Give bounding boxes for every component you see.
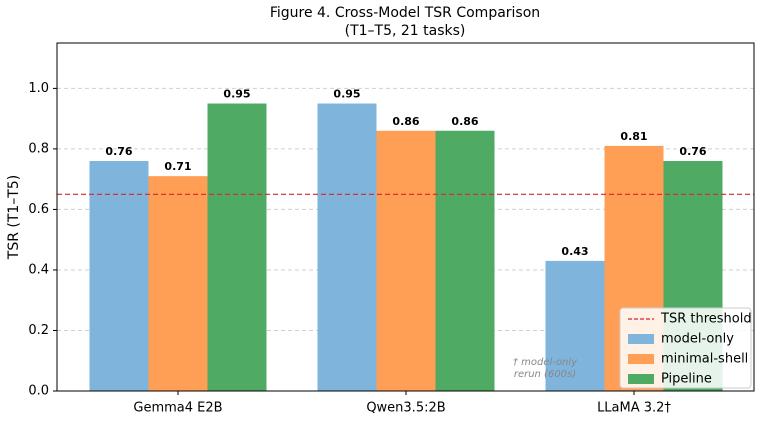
data-label: 0.86 (392, 115, 419, 128)
data-label: 0.71 (164, 160, 191, 173)
legend-swatch (628, 374, 654, 384)
x-tick-label: Gemma4 E2B (133, 401, 222, 416)
x-tick-label: LLaMA 3.2† (597, 401, 671, 416)
legend-label: TSR threshold (660, 312, 752, 327)
data-label: 0.81 (620, 130, 647, 143)
data-label: 0.43 (561, 245, 588, 258)
data-label: 0.76 (105, 145, 132, 158)
bar (207, 103, 267, 392)
x-tick-label: Qwen3.5:2B (366, 401, 445, 416)
y-tick-label: 0.0 (28, 384, 49, 399)
bar (435, 130, 495, 391)
y-axis-label: TSR (T1–T5) (6, 175, 22, 260)
bar (545, 260, 605, 391)
y-tick-label: 0.8 (28, 141, 49, 156)
bar (376, 130, 436, 391)
annotation: rerun (600s) (514, 369, 576, 380)
bar (317, 103, 377, 392)
bar (89, 161, 149, 391)
annotation: † model-only (513, 357, 578, 368)
y-tick-label: 1.0 (28, 81, 49, 96)
bar (148, 176, 208, 391)
y-tick-label: 0.2 (28, 323, 49, 338)
data-label: 0.86 (451, 115, 478, 128)
legend-label: model-only (661, 332, 734, 347)
data-label: 0.76 (679, 145, 706, 158)
chart-title: Figure 4. Cross-Model TSR Comparison (270, 5, 540, 21)
plot-frame (56, 42, 755, 392)
data-label: 0.95 (223, 88, 250, 101)
data-label: 0.95 (333, 88, 360, 101)
legend-label: Pipeline (661, 372, 712, 387)
y-tick-label: 0.6 (28, 202, 49, 217)
y-tick-label: 0.4 (28, 262, 49, 277)
legend-swatch (628, 334, 654, 344)
legend-label: minimal-shell (661, 352, 748, 367)
chart-subtitle: (T1–T5, 21 tasks) (345, 23, 466, 39)
legend-box (619, 307, 752, 389)
legend-swatch (628, 354, 654, 364)
